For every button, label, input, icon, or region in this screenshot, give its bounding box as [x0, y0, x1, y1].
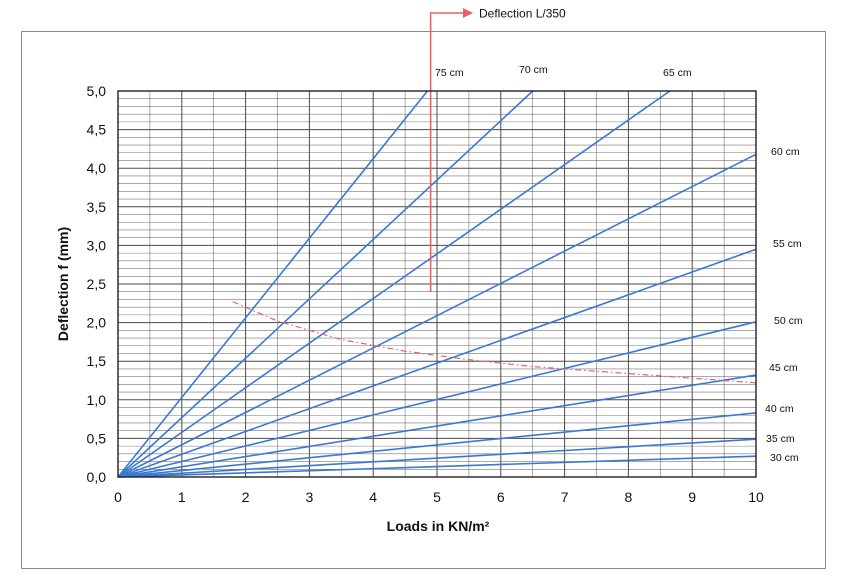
y-tick-label: 3,5 — [87, 199, 107, 215]
series-lines — [117, 90, 757, 478]
deflection-limit-curve — [232, 301, 757, 384]
y-tick-label: 4,5 — [87, 122, 107, 138]
series-label: 45 cm — [769, 362, 798, 374]
series-line — [117, 321, 757, 478]
reference-group: Deflection L/350 — [232, 7, 757, 384]
x-tick-label: 2 — [242, 489, 250, 505]
series-label: 60 cm — [771, 146, 800, 158]
series-label: 65 cm — [663, 67, 692, 79]
y-tick-labels: 0,0 0,5 1,0 1,5 2,0 2,5 3,0 3,5 4,0 4,5 5,0 — [87, 83, 107, 485]
series-labels: 30 cm 35 cm 40 cm 45 cm 50 cm 55 cm 60 cm 65 cm… — [435, 64, 803, 464]
y-axis-title: Deflection f (mm) — [55, 227, 71, 341]
x-tick-label: 10 — [748, 489, 764, 505]
series-label: 50 cm — [774, 315, 803, 327]
series-label: 55 cm — [773, 238, 802, 250]
x-tick-label: 8 — [625, 489, 633, 505]
deflection-limit-marker — [429, 12, 463, 292]
series-label: 30 cm — [770, 452, 799, 464]
series-line — [117, 438, 757, 478]
x-tick-label: 7 — [561, 489, 569, 505]
y-tick-label: 0,0 — [87, 469, 107, 485]
x-tick-label: 1 — [178, 489, 186, 505]
series-line — [117, 90, 534, 478]
y-tick-label: 0,5 — [87, 430, 107, 446]
x-tick-labels: 0 1 2 3 4 5 6 7 8 9 10 — [114, 489, 764, 505]
x-axis-title: Loads in KN/m² — [387, 518, 490, 534]
y-tick-label: 4,0 — [87, 160, 107, 176]
plot-area-border — [117, 90, 757, 478]
y-tick-label: 1,5 — [87, 353, 107, 369]
series-line — [117, 455, 757, 478]
grid-major — [118, 91, 756, 477]
series-label: 75 cm — [435, 67, 464, 79]
arrow-head-icon — [463, 8, 473, 18]
y-tick-label: 2,5 — [87, 276, 107, 292]
deflection-limit-label: Deflection L/350 — [479, 7, 566, 21]
series-label: 40 cm — [765, 403, 794, 415]
y-tick-label: 1,0 — [87, 392, 107, 408]
series-line — [117, 374, 757, 478]
x-tick-label: 6 — [497, 489, 505, 505]
series-line — [117, 90, 671, 478]
series-line — [117, 90, 429, 478]
x-tick-label: 0 — [114, 489, 122, 505]
x-tick-label: 9 — [688, 489, 696, 505]
x-tick-label: 5 — [433, 489, 441, 505]
series-line — [117, 412, 757, 478]
plot-border — [117, 90, 757, 478]
chart-frame — [21, 31, 826, 569]
x-tick-label: 4 — [369, 489, 377, 505]
series-label: 70 cm — [519, 64, 548, 76]
series-line — [117, 248, 757, 478]
y-tick-label: 2,0 — [87, 315, 107, 331]
series-line — [117, 153, 757, 478]
y-tick-label: 5,0 — [87, 83, 107, 99]
x-tick-label: 3 — [306, 489, 314, 505]
y-tick-label: 3,0 — [87, 237, 107, 253]
series-label: 35 cm — [766, 433, 795, 445]
